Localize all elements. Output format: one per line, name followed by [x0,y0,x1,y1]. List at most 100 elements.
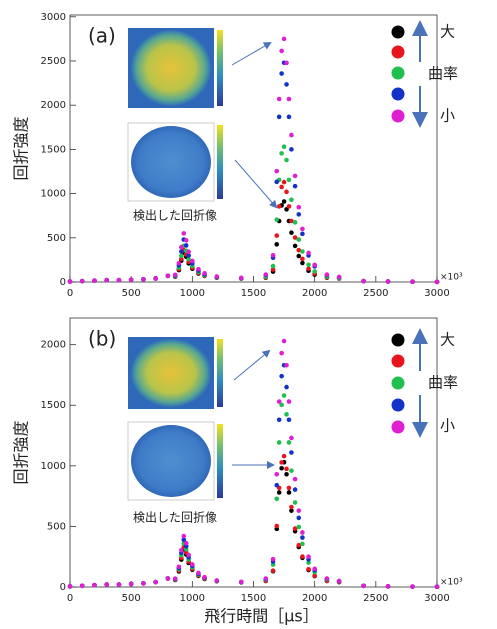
data-point [337,579,342,584]
data-point [271,568,276,573]
x-tick-label: 500 [122,288,141,299]
arrow [232,43,270,65]
x-tick-label: 3000 [424,288,449,299]
data-point [287,115,292,120]
data-point [289,450,294,455]
y-tick-label: 2500 [41,56,66,67]
x-tick-label: 0 [67,593,73,604]
inset-caption: 検出した回折像 [133,510,217,525]
legend-marker [392,399,405,412]
data-point [293,220,298,225]
data-point [312,567,317,572]
y-tick-label: 500 [47,233,66,244]
data-point [296,205,301,210]
data-point [153,580,158,585]
inset-image [131,339,211,407]
data-point [289,147,294,152]
data-point [289,230,294,235]
data-point [325,272,330,277]
y-tick-label: 1500 [41,400,66,411]
data-point [284,190,289,195]
data-point [410,584,415,589]
legend-marker [392,334,405,347]
plot-frame [70,15,437,282]
data-point [166,576,171,581]
legend-marker [392,26,405,39]
data-point [279,151,284,156]
x-tick-label: 2000 [302,288,327,299]
data-point [279,49,284,54]
data-point [284,385,289,390]
data-point [296,525,301,530]
data-point [274,496,279,501]
data-point [289,468,294,473]
curvature-label: 大 [440,23,455,41]
data-point [284,158,289,163]
curvature-label: 大 [440,331,455,349]
legend-marker [392,67,405,80]
x-tick-label: 3000 [424,593,449,604]
data-point [284,61,289,66]
colorbar [217,339,223,407]
data-point [184,541,189,546]
data-point [141,581,146,586]
inset-image [131,425,211,497]
data-point [271,264,276,269]
data-point [284,467,289,472]
y-axis-label: 回折強度 [12,420,31,484]
data-point [177,261,182,266]
curvature-label: 曲率 [428,65,458,83]
legend-marker [392,377,405,390]
data-points [68,339,440,589]
data-point [306,251,311,256]
data-point [277,440,282,445]
y-axis-label: 回折強度 [12,116,31,180]
data-point [287,440,292,445]
curvature-label: 小 [440,107,455,125]
data-point [300,232,305,237]
data-point [296,237,301,242]
data-point [282,393,287,398]
data-point [274,483,279,488]
data-point [337,275,342,280]
y-tick-label: 2000 [41,100,66,111]
data-point [300,249,305,254]
data-point [284,472,289,477]
data-point [279,71,284,76]
data-point [386,279,391,284]
x-tick-label: 2500 [363,288,388,299]
data-point [184,243,189,248]
data-point [196,571,201,576]
data-point [92,278,97,283]
data-point [289,133,294,138]
data-point [325,576,330,581]
data-point [277,417,282,422]
data-point [435,280,440,285]
data-point [287,486,292,491]
data-point [282,180,287,185]
data-point [296,212,301,217]
data-point [274,180,279,185]
data-point [282,454,287,459]
data-point [177,564,182,569]
x-multiplier: ×10³ [440,578,463,588]
data-point [287,178,292,183]
data-point [274,524,279,529]
data-point [284,363,289,368]
data-point [435,584,440,589]
data-point [117,278,122,283]
y-tick-label: 1000 [41,189,66,200]
data-point [271,557,276,562]
data-point [215,578,220,583]
data-point [293,500,298,505]
data-point [239,276,244,281]
colorbar [217,125,223,199]
data-point [196,267,201,272]
y-tick-label: 500 [47,521,66,532]
inset-images-a [128,28,276,207]
legend-marker [392,88,405,101]
data-point [282,199,287,204]
data-point [181,231,186,236]
data-point [287,417,292,422]
data-point [179,254,184,259]
